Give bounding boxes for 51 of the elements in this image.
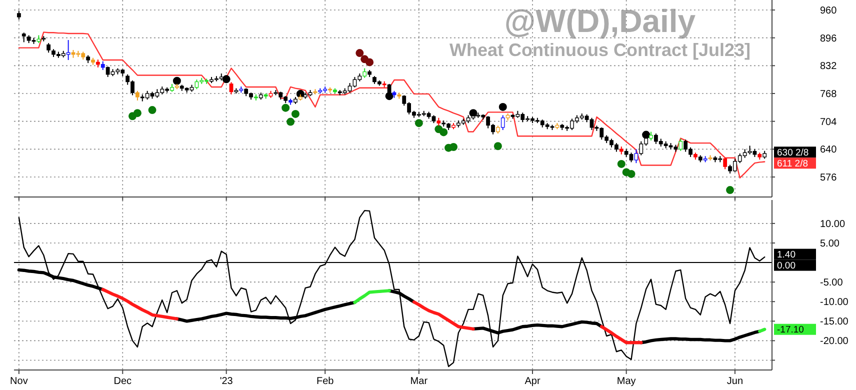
- point: [356, 49, 364, 58]
- point: [414, 119, 423, 128]
- x-tick-label: Feb: [316, 376, 334, 387]
- candlestick: [723, 157, 728, 170]
- x-tick-label: Jun: [726, 376, 744, 387]
- point: [617, 160, 626, 168]
- x-tick-label: '23: [220, 376, 234, 387]
- x-tick-label: May: [616, 376, 636, 387]
- y-tick-label: 704: [820, 116, 838, 128]
- y-tick-label: 10.00: [820, 218, 846, 230]
- y-tick-label: -5.00: [820, 278, 844, 289]
- point: [148, 106, 156, 114]
- point: [440, 128, 448, 136]
- text: 630 2/8: [777, 147, 809, 158]
- candlestick: [22, 32, 26, 43]
- candlestick: [229, 82, 234, 95]
- candlestick: [678, 138, 683, 152]
- y-tick-label: 832: [820, 61, 838, 72]
- data-label: 1.40: [777, 250, 796, 261]
- point: [627, 170, 636, 178]
- candlestick: [136, 90, 140, 101]
- candlestick: [46, 42, 51, 54]
- y-tick-label: 768: [820, 89, 838, 100]
- x-tick-label: Apr: [524, 376, 541, 387]
- y-tick-label: 576: [820, 172, 838, 184]
- point: [494, 142, 502, 150]
- point: [726, 186, 734, 194]
- point: [172, 76, 181, 85]
- point: [291, 110, 300, 118]
- x-tick-label: Nov: [10, 376, 28, 387]
- y-tick-label: -10.00: [820, 297, 849, 308]
- chart-title: @W(D),Daily: [504, 3, 696, 39]
- point: [133, 109, 142, 118]
- y-tick-label: -20.00: [820, 336, 849, 348]
- y-tick-label: 5.00: [820, 238, 840, 250]
- ref-line-label: 0.00: [777, 260, 796, 272]
- point: [449, 142, 458, 151]
- point: [286, 118, 295, 126]
- x-tick-label: Mar: [410, 376, 428, 387]
- y-tick-label: 640: [820, 144, 838, 156]
- x-tick-label: Dec: [114, 376, 132, 387]
- point: [366, 58, 374, 66]
- point: [282, 104, 290, 112]
- y-tick-label: 960: [820, 6, 838, 16]
- candlestick: [387, 83, 392, 96]
- text: Wheat Continuous Contract [Jul23]: [450, 40, 750, 60]
- data-label: 611 2/8: [777, 158, 808, 170]
- data-label: -17.10: [777, 324, 804, 336]
- point: [498, 102, 507, 111]
- y-tick-label: -15.00: [820, 316, 849, 328]
- y-tick-label: 896: [820, 33, 838, 44]
